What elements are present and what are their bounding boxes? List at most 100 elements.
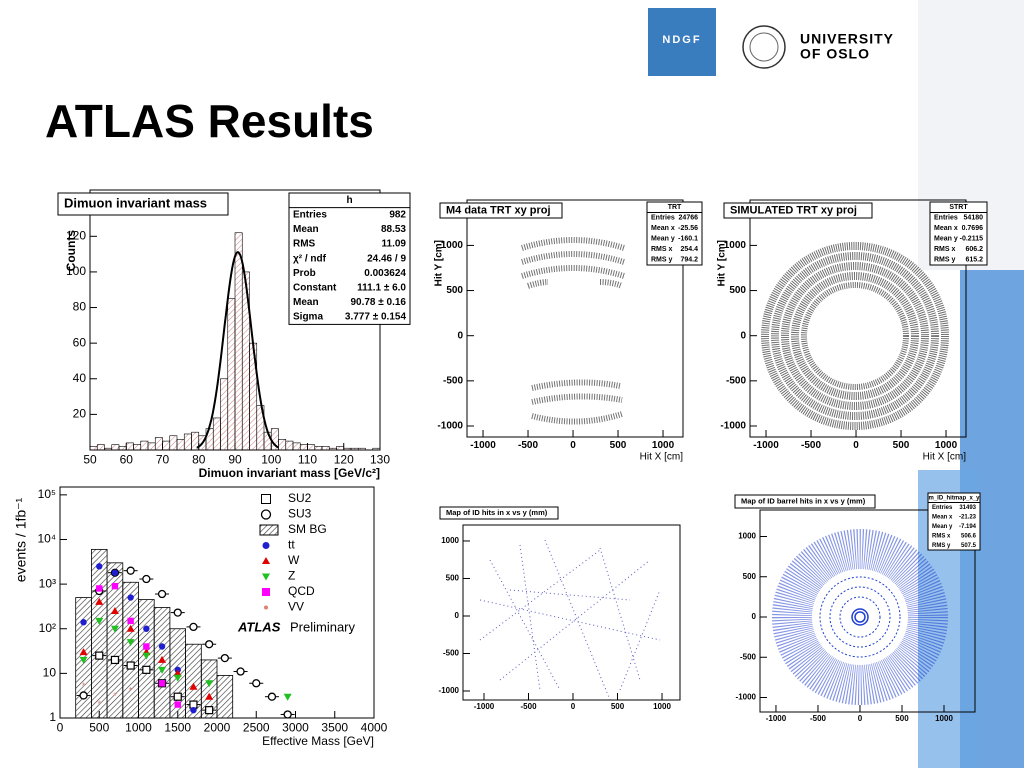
x-tick-label: -1000 bbox=[470, 440, 496, 451]
y-tick-label: 120 bbox=[66, 228, 86, 242]
y-tick-label: 1000 bbox=[738, 532, 756, 541]
stats-label: RMS y bbox=[651, 257, 673, 264]
y-tick-label: 500 bbox=[729, 285, 746, 296]
stats-value: 606.2 bbox=[965, 246, 983, 253]
stats-value: 54180 bbox=[964, 215, 984, 222]
stats-box bbox=[929, 201, 988, 266]
marker bbox=[111, 582, 119, 590]
stats-value: 3.777 ± 0.154 bbox=[345, 312, 407, 323]
marker bbox=[143, 625, 150, 632]
legend-swatch bbox=[262, 588, 270, 596]
y-tick-label: 500 bbox=[446, 574, 460, 583]
stats-label: Mean bbox=[293, 297, 319, 308]
stats-label: Entries bbox=[934, 215, 958, 222]
stats-title: TRT bbox=[668, 204, 682, 211]
x-axis-label: Hit X [cm] bbox=[640, 452, 684, 463]
y-tick-label: 0 bbox=[455, 611, 460, 620]
title-box bbox=[57, 192, 229, 216]
x-tick-label: 120 bbox=[334, 452, 354, 466]
legend-label: QCD bbox=[288, 584, 315, 598]
legend-swatch bbox=[260, 509, 272, 520]
histogram-bar bbox=[118, 446, 127, 451]
y-tick-label: 60 bbox=[73, 335, 87, 349]
y-tick-label: 1000 bbox=[724, 240, 747, 251]
logo-line: OF OSLO bbox=[800, 46, 870, 62]
marker bbox=[205, 680, 214, 688]
stats-label: χ² / ndf bbox=[293, 253, 327, 264]
x-tick-label: 0 bbox=[570, 440, 576, 451]
y-tick-label: -1000 bbox=[439, 686, 460, 695]
stats-box bbox=[288, 192, 411, 325]
x-tick-label: 0 bbox=[571, 702, 576, 711]
histogram-bar bbox=[292, 442, 301, 451]
histogram-bar bbox=[321, 446, 330, 451]
y-tick-label: 500 bbox=[446, 285, 463, 296]
fit-curve bbox=[196, 251, 279, 449]
y-tick-label: 500 bbox=[743, 572, 757, 581]
histogram-bar bbox=[227, 298, 236, 451]
stats-label: Mean y bbox=[932, 524, 953, 530]
marker bbox=[79, 648, 88, 656]
x-tick-label: 500 bbox=[610, 440, 627, 451]
marker bbox=[236, 667, 245, 676]
marker bbox=[126, 661, 135, 670]
stats-label: Entries bbox=[651, 215, 675, 222]
marker bbox=[110, 655, 120, 665]
y-tick-label: -1000 bbox=[437, 421, 463, 432]
marker bbox=[158, 666, 167, 674]
histogram-bar bbox=[147, 442, 156, 451]
stats-value: -21.23 bbox=[959, 514, 977, 520]
legend-swatch bbox=[262, 542, 270, 549]
histogram-bar bbox=[336, 446, 345, 451]
stats-value: 794.2 bbox=[680, 257, 698, 264]
x-tick-label: 3500 bbox=[321, 720, 348, 734]
annotation: Preliminary bbox=[290, 619, 356, 634]
x-tick-label: 1000 bbox=[652, 440, 675, 451]
seal bbox=[742, 25, 786, 69]
marker: * bbox=[129, 686, 133, 696]
hit-cloud bbox=[521, 237, 625, 425]
legend-label: SU3 bbox=[288, 507, 312, 521]
y-tick-label: -1000 bbox=[720, 421, 746, 432]
histogram-bar bbox=[162, 440, 171, 451]
marker bbox=[158, 680, 166, 687]
stats-label: RMS y bbox=[934, 257, 956, 264]
histogram-bar bbox=[111, 444, 120, 451]
x-tick-label: 0 bbox=[858, 714, 863, 723]
x-tick-label: 1000 bbox=[653, 702, 671, 711]
marker bbox=[111, 569, 119, 576]
y-axis-label: Hit Y [cm] bbox=[434, 240, 445, 286]
histogram-bar bbox=[278, 439, 287, 451]
x-tick-label: 2000 bbox=[204, 720, 231, 734]
seal bbox=[749, 32, 779, 62]
marker bbox=[220, 653, 230, 663]
stats-label: RMS x bbox=[934, 246, 956, 253]
y-tick-label: -500 bbox=[726, 375, 746, 386]
marker bbox=[252, 679, 261, 688]
legend-swatch bbox=[262, 557, 270, 564]
x-tick-label: -500 bbox=[518, 440, 538, 451]
stats-value: -0.2115 bbox=[960, 236, 983, 243]
histogram-bar bbox=[328, 447, 337, 451]
marker bbox=[96, 585, 103, 592]
stats-value: 88.53 bbox=[381, 224, 406, 235]
histogram-bar bbox=[183, 433, 192, 451]
marker bbox=[173, 692, 182, 701]
y-tick-label: 10³ bbox=[39, 576, 56, 590]
stats-label: Mean bbox=[293, 224, 319, 235]
stats-title: STRT bbox=[949, 204, 968, 211]
marker bbox=[95, 651, 104, 660]
histogram-bar bbox=[220, 378, 229, 451]
marker: * bbox=[97, 699, 101, 709]
title-box bbox=[439, 202, 563, 219]
marker bbox=[126, 566, 135, 575]
stats-value: 111.1 ± 6.0 bbox=[357, 283, 406, 294]
marker bbox=[173, 608, 182, 617]
x-tick-label: -1000 bbox=[474, 702, 495, 711]
stats-label: Mean y bbox=[651, 236, 675, 243]
stats-label: RMS x bbox=[932, 533, 951, 539]
marker bbox=[96, 563, 103, 570]
histogram-bar bbox=[89, 446, 98, 451]
histogram-bar bbox=[372, 447, 381, 451]
x-tick-label: 60 bbox=[120, 452, 134, 466]
